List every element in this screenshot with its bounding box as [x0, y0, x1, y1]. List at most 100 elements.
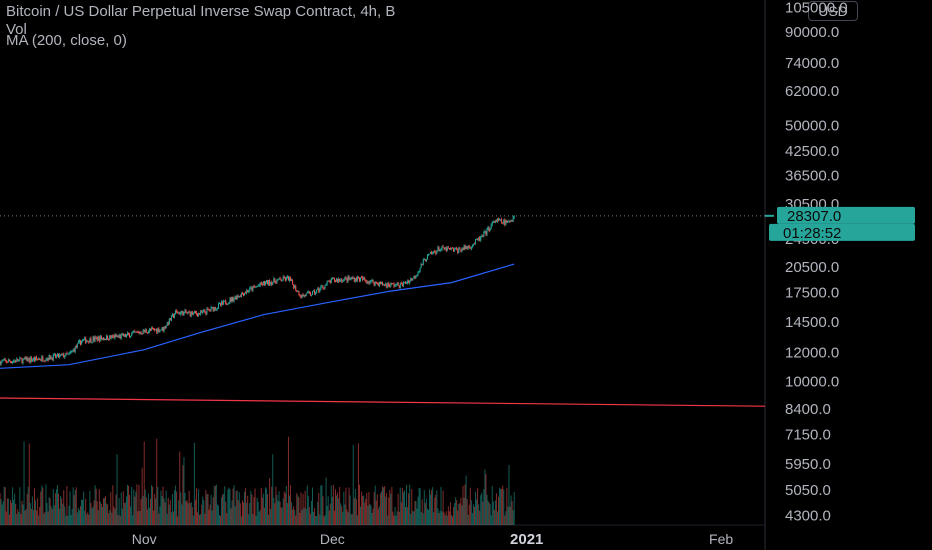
volume-bar — [83, 491, 85, 525]
candle-body — [301, 294, 303, 298]
moving-average-line — [0, 263, 515, 369]
candle-body — [111, 335, 113, 338]
volume-bar — [400, 502, 402, 525]
candle-body — [157, 328, 159, 333]
volume-bar — [488, 502, 490, 525]
volume-bar — [183, 457, 185, 525]
volume-bar — [222, 494, 224, 525]
candle-body — [63, 353, 65, 358]
volume-bar — [238, 492, 240, 525]
candle-body — [133, 331, 135, 333]
candle-body — [317, 288, 319, 290]
volume-bar — [71, 509, 73, 525]
volume-bar — [449, 502, 451, 525]
candle-body — [500, 219, 502, 221]
candle-body — [138, 332, 140, 334]
volume-bar — [323, 516, 325, 525]
volume-bar — [220, 515, 222, 525]
volume-bar — [468, 504, 470, 525]
candle-body — [76, 343, 78, 348]
candle-body — [305, 293, 307, 297]
ma-indicator-label[interactable]: MA (200, close, 0) — [6, 32, 127, 49]
volume-bar — [159, 506, 161, 525]
volume-bar — [315, 515, 317, 525]
candle-body — [284, 278, 286, 281]
volume-bar — [481, 492, 483, 525]
volume-bar — [241, 500, 243, 525]
candle-body — [419, 267, 421, 272]
candle-body — [2, 360, 4, 362]
volume-bar — [437, 508, 439, 525]
candle-body — [78, 340, 80, 342]
volume-bar — [140, 499, 142, 525]
volume-bar — [22, 504, 24, 525]
candle-body — [375, 281, 377, 283]
candle-body — [137, 332, 139, 333]
candle-body — [116, 336, 118, 338]
candle-body — [473, 243, 475, 245]
price-tick-label: 74000.0 — [785, 55, 839, 72]
candle-body — [363, 277, 365, 280]
price-axis[interactable]: 105000.0 90000.0 74000.0 62000.0 50000.0 4250… — [785, 0, 848, 524]
volume-bar — [99, 501, 101, 525]
trendline[interactable] — [0, 397, 766, 407]
candle-body — [410, 278, 412, 281]
candle-body — [251, 287, 253, 291]
candle-body — [167, 322, 169, 325]
candle-body — [212, 306, 214, 311]
volume-indicator-label[interactable]: Vol — [6, 21, 27, 38]
volume-bars — [0, 436, 515, 525]
candle-body — [349, 278, 351, 280]
candle-body — [389, 285, 391, 287]
volume-bar — [425, 498, 427, 525]
candle-body — [54, 354, 56, 358]
candle-body — [44, 360, 46, 362]
volume-bar — [187, 503, 189, 525]
volume-bar — [214, 485, 216, 525]
candle-body — [337, 278, 339, 282]
candle-body — [495, 220, 497, 222]
candle-body — [463, 245, 465, 250]
candle-body — [186, 312, 188, 314]
candle-body — [477, 238, 479, 241]
volume-bar — [375, 500, 377, 525]
volume-bar — [284, 493, 286, 525]
volume-bar — [113, 506, 115, 525]
volume-bar — [127, 484, 128, 525]
volume-bar — [274, 503, 276, 525]
candle-body — [3, 359, 5, 361]
volume-bar — [21, 500, 23, 525]
volume-bar — [204, 513, 206, 525]
volume-bar — [508, 465, 510, 525]
candle-body — [190, 311, 192, 316]
candle-body — [224, 300, 226, 302]
volume-bar — [397, 493, 399, 525]
candle-body — [33, 358, 35, 361]
volume-bar — [281, 507, 283, 525]
volume-bar — [63, 489, 65, 525]
candle-body — [352, 278, 354, 279]
volume-bar — [124, 502, 126, 525]
candle-body — [323, 287, 325, 289]
candle-body — [480, 236, 482, 241]
volume-bar — [106, 503, 108, 525]
candle-body — [84, 337, 86, 340]
volume-bar — [133, 489, 135, 525]
candle-body — [286, 276, 288, 278]
price-tick-label: 8400.0 — [785, 401, 831, 418]
volume-bar — [178, 500, 180, 525]
volume-bar — [213, 485, 215, 525]
candle-body — [176, 310, 178, 312]
volume-bar — [188, 490, 190, 525]
candle-body — [376, 282, 378, 284]
volume-bar — [285, 486, 287, 525]
volume-bar — [388, 497, 390, 525]
candle-body — [104, 338, 106, 340]
volume-bar — [297, 495, 299, 525]
candle-body — [306, 292, 308, 294]
candle-body — [262, 281, 264, 285]
volume-bar — [345, 487, 347, 525]
currency-button[interactable]: USD — [808, 1, 858, 21]
time-axis[interactable]: Nov Dec 2021 Feb — [132, 531, 734, 548]
